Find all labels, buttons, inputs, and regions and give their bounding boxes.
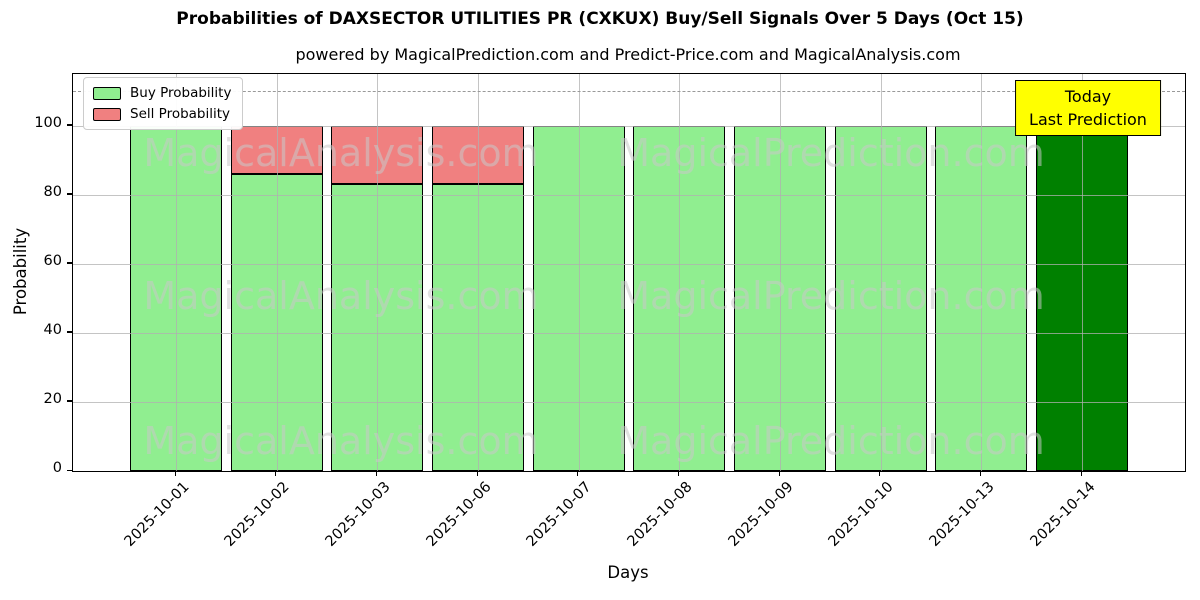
y-tick-label: 40 — [43, 321, 62, 338]
y-tick-label: 0 — [52, 460, 62, 476]
x-tick-label: 2025-10-13 — [926, 479, 998, 550]
bar-segment-buy — [331, 184, 424, 471]
y-axis-label: Probability — [11, 227, 31, 316]
y-tick-mark — [67, 331, 72, 333]
sell-probability-swatch — [93, 107, 121, 121]
y-tick-label: 80 — [43, 183, 62, 200]
today-annotation: Today Last Prediction — [1015, 80, 1161, 137]
x-tick-label: 2025-10-01 — [121, 479, 193, 550]
legend: Buy Probability Sell Probability — [83, 77, 244, 130]
x-tick-label: 2025-10-08 — [624, 479, 696, 550]
chart-subtitle: powered by MagicalPrediction.com and Pre… — [295, 45, 961, 64]
x-tick-mark — [577, 471, 579, 476]
today-annotation-line1: Today — [1064, 87, 1112, 106]
y-tick-mark — [67, 124, 72, 126]
x-tick-label: 2025-10-06 — [423, 479, 495, 550]
x-tick-mark — [375, 471, 378, 476]
x-tick-label: 2025-10-07 — [524, 479, 595, 550]
y-tick-label: 20 — [43, 390, 62, 407]
x-tick-mark — [677, 471, 680, 476]
bar-segment-sell — [230, 125, 323, 175]
legend-item-buy: Buy Probability — [93, 85, 231, 101]
bar-segment-sell — [432, 125, 524, 185]
y-tick-mark — [67, 400, 72, 402]
legend-label-buy: Buy Probability — [130, 85, 232, 101]
bar-segment-sell — [331, 125, 424, 185]
x-tick-label: 2025-10-10 — [826, 479, 897, 550]
x-tick-mark — [174, 471, 176, 476]
x-tick-label: 2025-10-03 — [322, 479, 394, 550]
y-tick-label: 100 — [34, 114, 62, 131]
bar-segment-buy — [633, 125, 726, 471]
today-annotation-line2: Last Prediction — [1029, 110, 1147, 130]
dashed-threshold-line — [73, 91, 1185, 93]
x-tick-mark — [979, 471, 982, 476]
bar-segment-buy — [432, 184, 524, 471]
y-axis-label-wrap: Probability — [4, 73, 38, 470]
x-tick-mark — [778, 471, 780, 476]
x-tick-label: 2025-10-02 — [222, 479, 293, 550]
y-tick-mark — [67, 262, 72, 264]
x-tick-mark — [879, 471, 881, 476]
bar-segment-today — [1036, 125, 1128, 471]
y-tick-mark — [67, 193, 72, 195]
x-tick-mark — [476, 471, 478, 476]
chart-title: Probabilities of DAXSECTOR UTILITIES PR … — [176, 9, 1024, 29]
x-tick-label: 2025-10-09 — [725, 479, 797, 550]
legend-item-sell: Sell Probability — [93, 106, 231, 122]
bar-segment-buy — [230, 174, 323, 471]
y-tick-label: 60 — [43, 252, 62, 269]
buy-probability-swatch — [93, 86, 121, 100]
bar-segment-buy — [734, 125, 826, 471]
legend-label-sell: Sell Probability — [130, 106, 231, 122]
bar-segment-buy — [834, 125, 927, 471]
bar-segment-buy — [130, 125, 222, 471]
x-tick-mark — [275, 471, 277, 476]
x-tick-label: 2025-10-14 — [1027, 479, 1099, 550]
x-tick-mark — [1080, 471, 1082, 476]
x-axis-label: Days — [607, 563, 649, 582]
plot-area: MagicalAnalysis.com MagicalPrediction.com… — [72, 73, 1186, 472]
bar-segment-buy — [532, 125, 625, 471]
bar-segment-buy — [935, 125, 1028, 471]
y-tick-mark — [67, 469, 72, 471]
